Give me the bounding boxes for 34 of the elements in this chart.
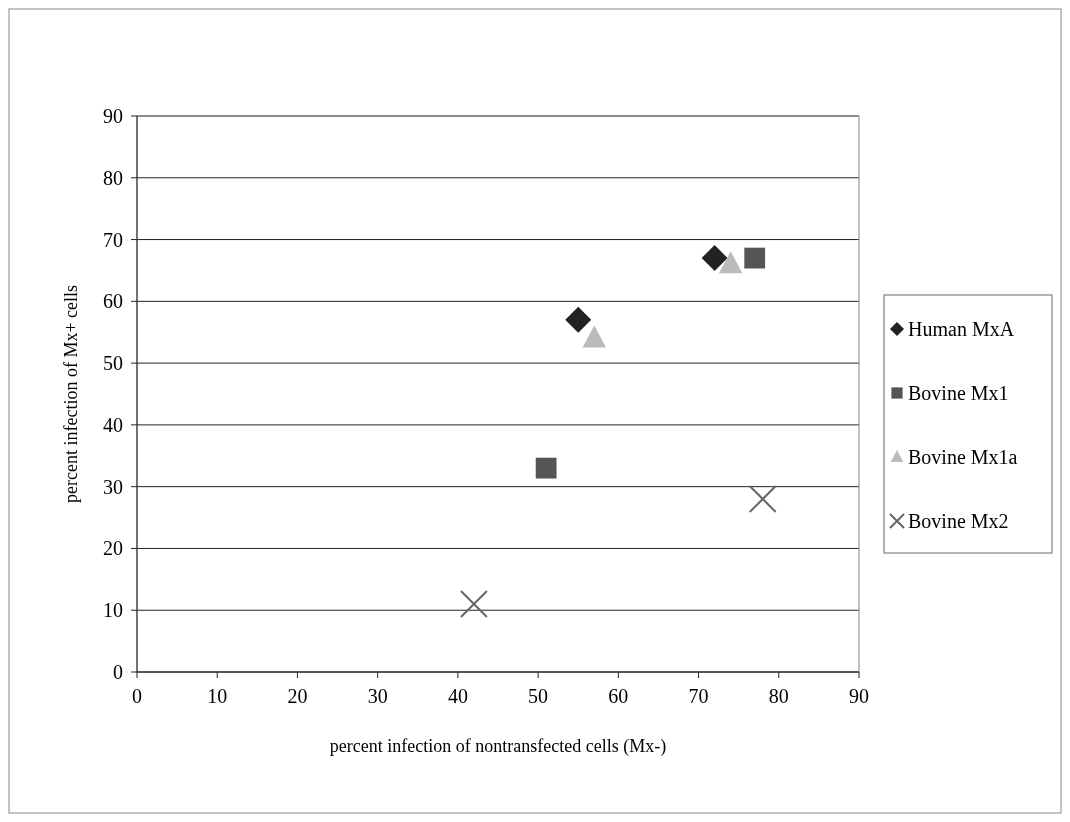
x-tick-label: 10: [207, 685, 228, 707]
point: [582, 325, 606, 348]
y-tick-label: 60: [103, 290, 123, 313]
y-axis-title: percent infection of Mx+ cells: [61, 284, 81, 504]
point: [701, 245, 728, 272]
legend-label: Bovine Mx2: [908, 510, 1009, 532]
y-tick-label: 40: [103, 413, 123, 436]
x-tick-label: 0: [132, 685, 142, 707]
x-axis-title: percent infection of nontransfected cells (Mx-): [329, 736, 667, 757]
x-tick-label: 90: [849, 685, 869, 707]
y-tick-label: 50: [103, 352, 123, 375]
y-tick-label: 80: [103, 166, 123, 189]
y-tick-label: 70: [103, 228, 123, 251]
point: [459, 590, 488, 619]
y-tick-label: 30: [103, 475, 123, 498]
point: [535, 457, 557, 479]
y-tick-label: 90: [103, 105, 123, 127]
x-tick-label: 30: [367, 685, 388, 707]
point: [718, 251, 743, 274]
point: [748, 485, 777, 514]
legend-label: Bovine Mx1a: [908, 446, 1018, 468]
y-tick-label: 20: [103, 537, 123, 560]
x-tick-label: 70: [688, 685, 709, 707]
x-tick-label: 80: [768, 685, 789, 707]
x-tick-label: 40: [447, 685, 468, 707]
x-tick-label: 50: [528, 685, 549, 707]
legend-label: Human MxA: [908, 318, 1015, 340]
y-tick-label: 0: [113, 661, 123, 683]
x-tick-label: 60: [608, 685, 629, 707]
point: [744, 247, 766, 269]
y-tick-label: 10: [103, 599, 123, 622]
point: [565, 306, 592, 333]
x-tick-label: 20: [287, 685, 308, 707]
legend-label: Bovine Mx1: [908, 382, 1009, 404]
